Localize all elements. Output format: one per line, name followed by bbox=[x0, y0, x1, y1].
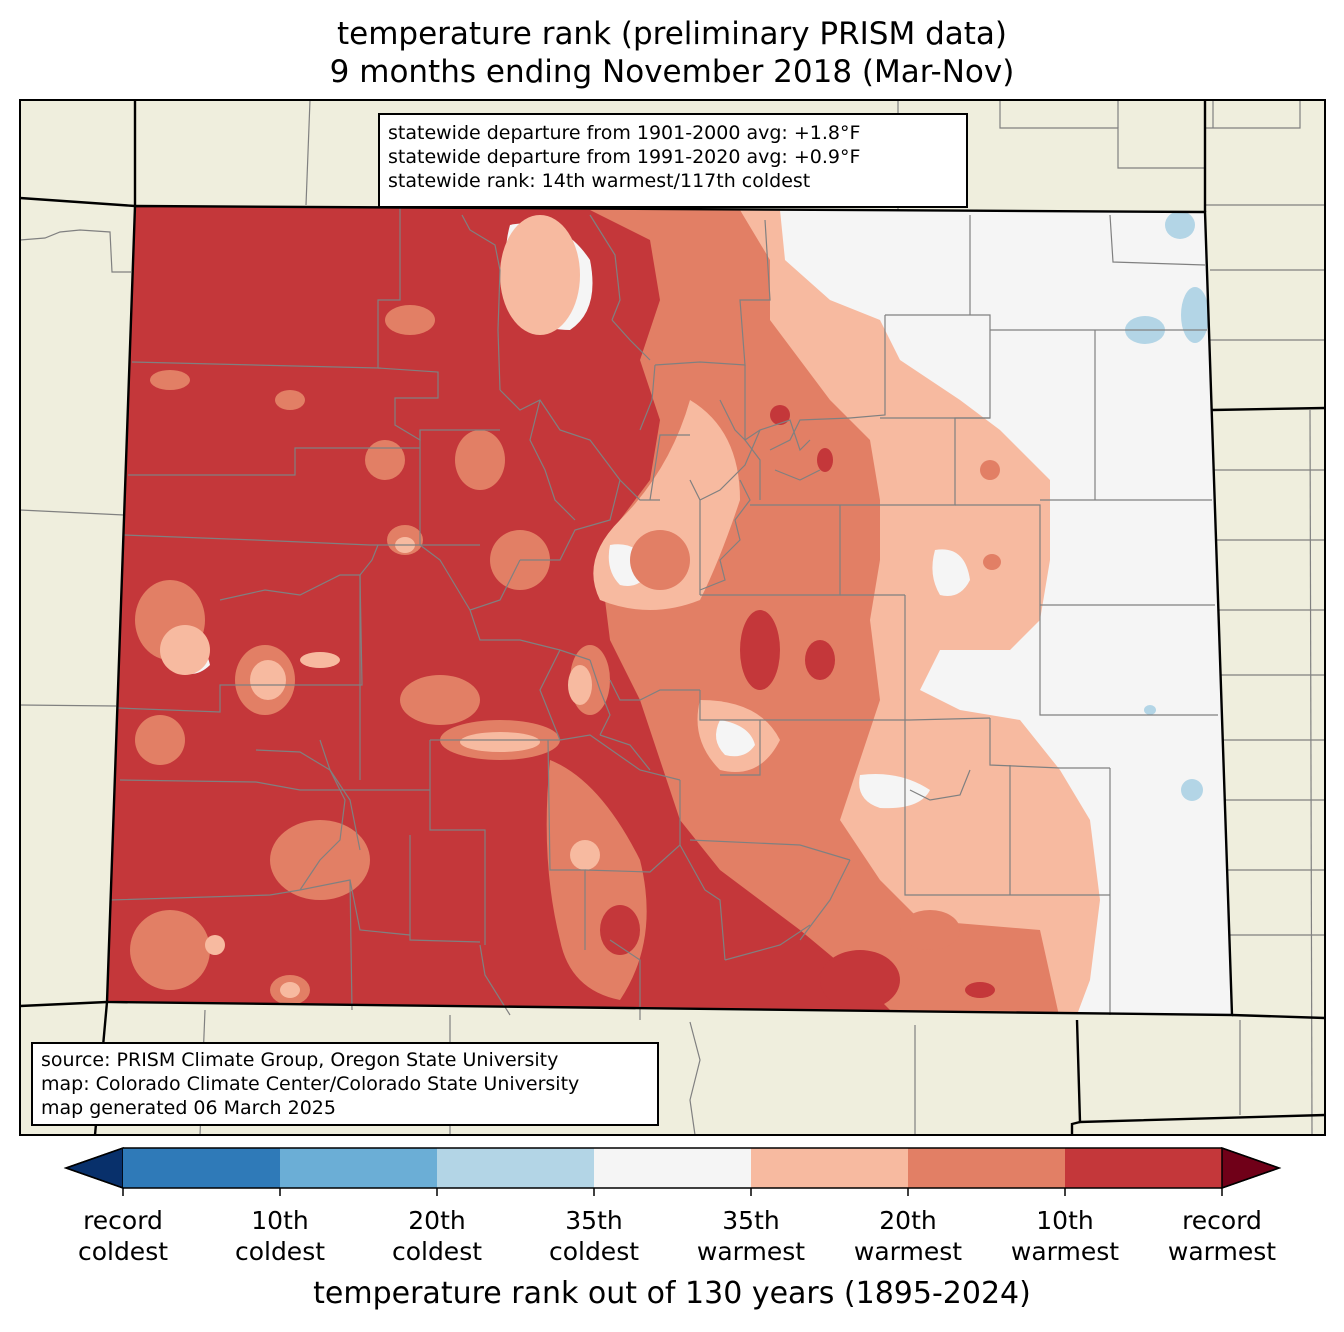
colorbar-ticks bbox=[122, 1188, 1223, 1196]
colorbar-label-10th-coldest: 10th coldest bbox=[234, 1206, 326, 1266]
colorbar-bin-6 bbox=[908, 1148, 1065, 1188]
eastern-mid-patches bbox=[900, 460, 1001, 950]
colorbar-bin-1 bbox=[123, 1148, 280, 1188]
statewide-stats-box: statewide departure from 1901-2000 avg: … bbox=[378, 113, 968, 208]
colorbar-bin-7 bbox=[1065, 1148, 1222, 1188]
county-lines bbox=[109, 208, 1218, 1020]
source-line: source: PRISM Climate Group, Oregon Stat… bbox=[41, 1049, 559, 1071]
map-area bbox=[20, 100, 1325, 1135]
map-credit-line: map: Colorado Climate Center/Colorado St… bbox=[41, 1073, 580, 1095]
colorbar-bin-4 bbox=[594, 1148, 751, 1188]
colorbar-arrow-coldest bbox=[63, 1146, 124, 1190]
colorbar-label-20th-coldest: 20th coldest bbox=[391, 1206, 483, 1266]
stats-rank: statewide rank: 14th warmest/117th colde… bbox=[388, 170, 811, 192]
colorbar-label-record-warmest: record warmest bbox=[1167, 1206, 1277, 1266]
colorbar-bin-2 bbox=[280, 1148, 437, 1188]
colorbar-label-20th-warmest: 20th warmest bbox=[853, 1206, 963, 1266]
colorbar-arrow-warmest bbox=[1221, 1146, 1282, 1190]
eastern-dark-patches bbox=[600, 405, 995, 1010]
neighbor-county-lines bbox=[20, 100, 1325, 1135]
rank-coldest-20-35-spots bbox=[1125, 211, 1209, 801]
colorbar bbox=[63, 1146, 1282, 1196]
colorbar-label-10th-warmest: 10th warmest bbox=[1010, 1206, 1120, 1266]
map-title-line2: 9 months ending November 2018 (Mar-Nov) bbox=[329, 54, 1015, 90]
source-box: source: PRISM Climate Group, Oregon Stat… bbox=[31, 1042, 659, 1126]
colorbar-bin-3 bbox=[437, 1148, 594, 1188]
colorbar-title: temperature rank out of 130 years (1895-… bbox=[313, 1276, 1031, 1311]
map-frame bbox=[19, 99, 1326, 1136]
stats-departure-1991-2020: statewide departure from 1991-2020 avg: … bbox=[388, 146, 861, 168]
wyoming-utah-line bbox=[20, 196, 136, 208]
stats-departure-1901-2000: statewide departure from 1901-2000 avg: … bbox=[388, 122, 861, 144]
state-boundaries bbox=[20, 100, 1325, 1135]
western-light-patches bbox=[160, 215, 600, 998]
map-title-line1: temperature rank (preliminary PRISM data… bbox=[336, 16, 1007, 52]
generated-date-line: map generated 06 March 2025 bbox=[41, 1097, 336, 1119]
rank-field bbox=[107, 206, 1232, 1015]
colorbar-label-35th-coldest: 35th coldest bbox=[548, 1206, 640, 1266]
colorbar-label-record-coldest: record coldest bbox=[77, 1206, 169, 1266]
colorbar-bin-5 bbox=[751, 1148, 908, 1188]
colorbar-label-35th-warmest: 35th warmest bbox=[696, 1206, 806, 1266]
rank-near-normal-region bbox=[780, 210, 1232, 1015]
